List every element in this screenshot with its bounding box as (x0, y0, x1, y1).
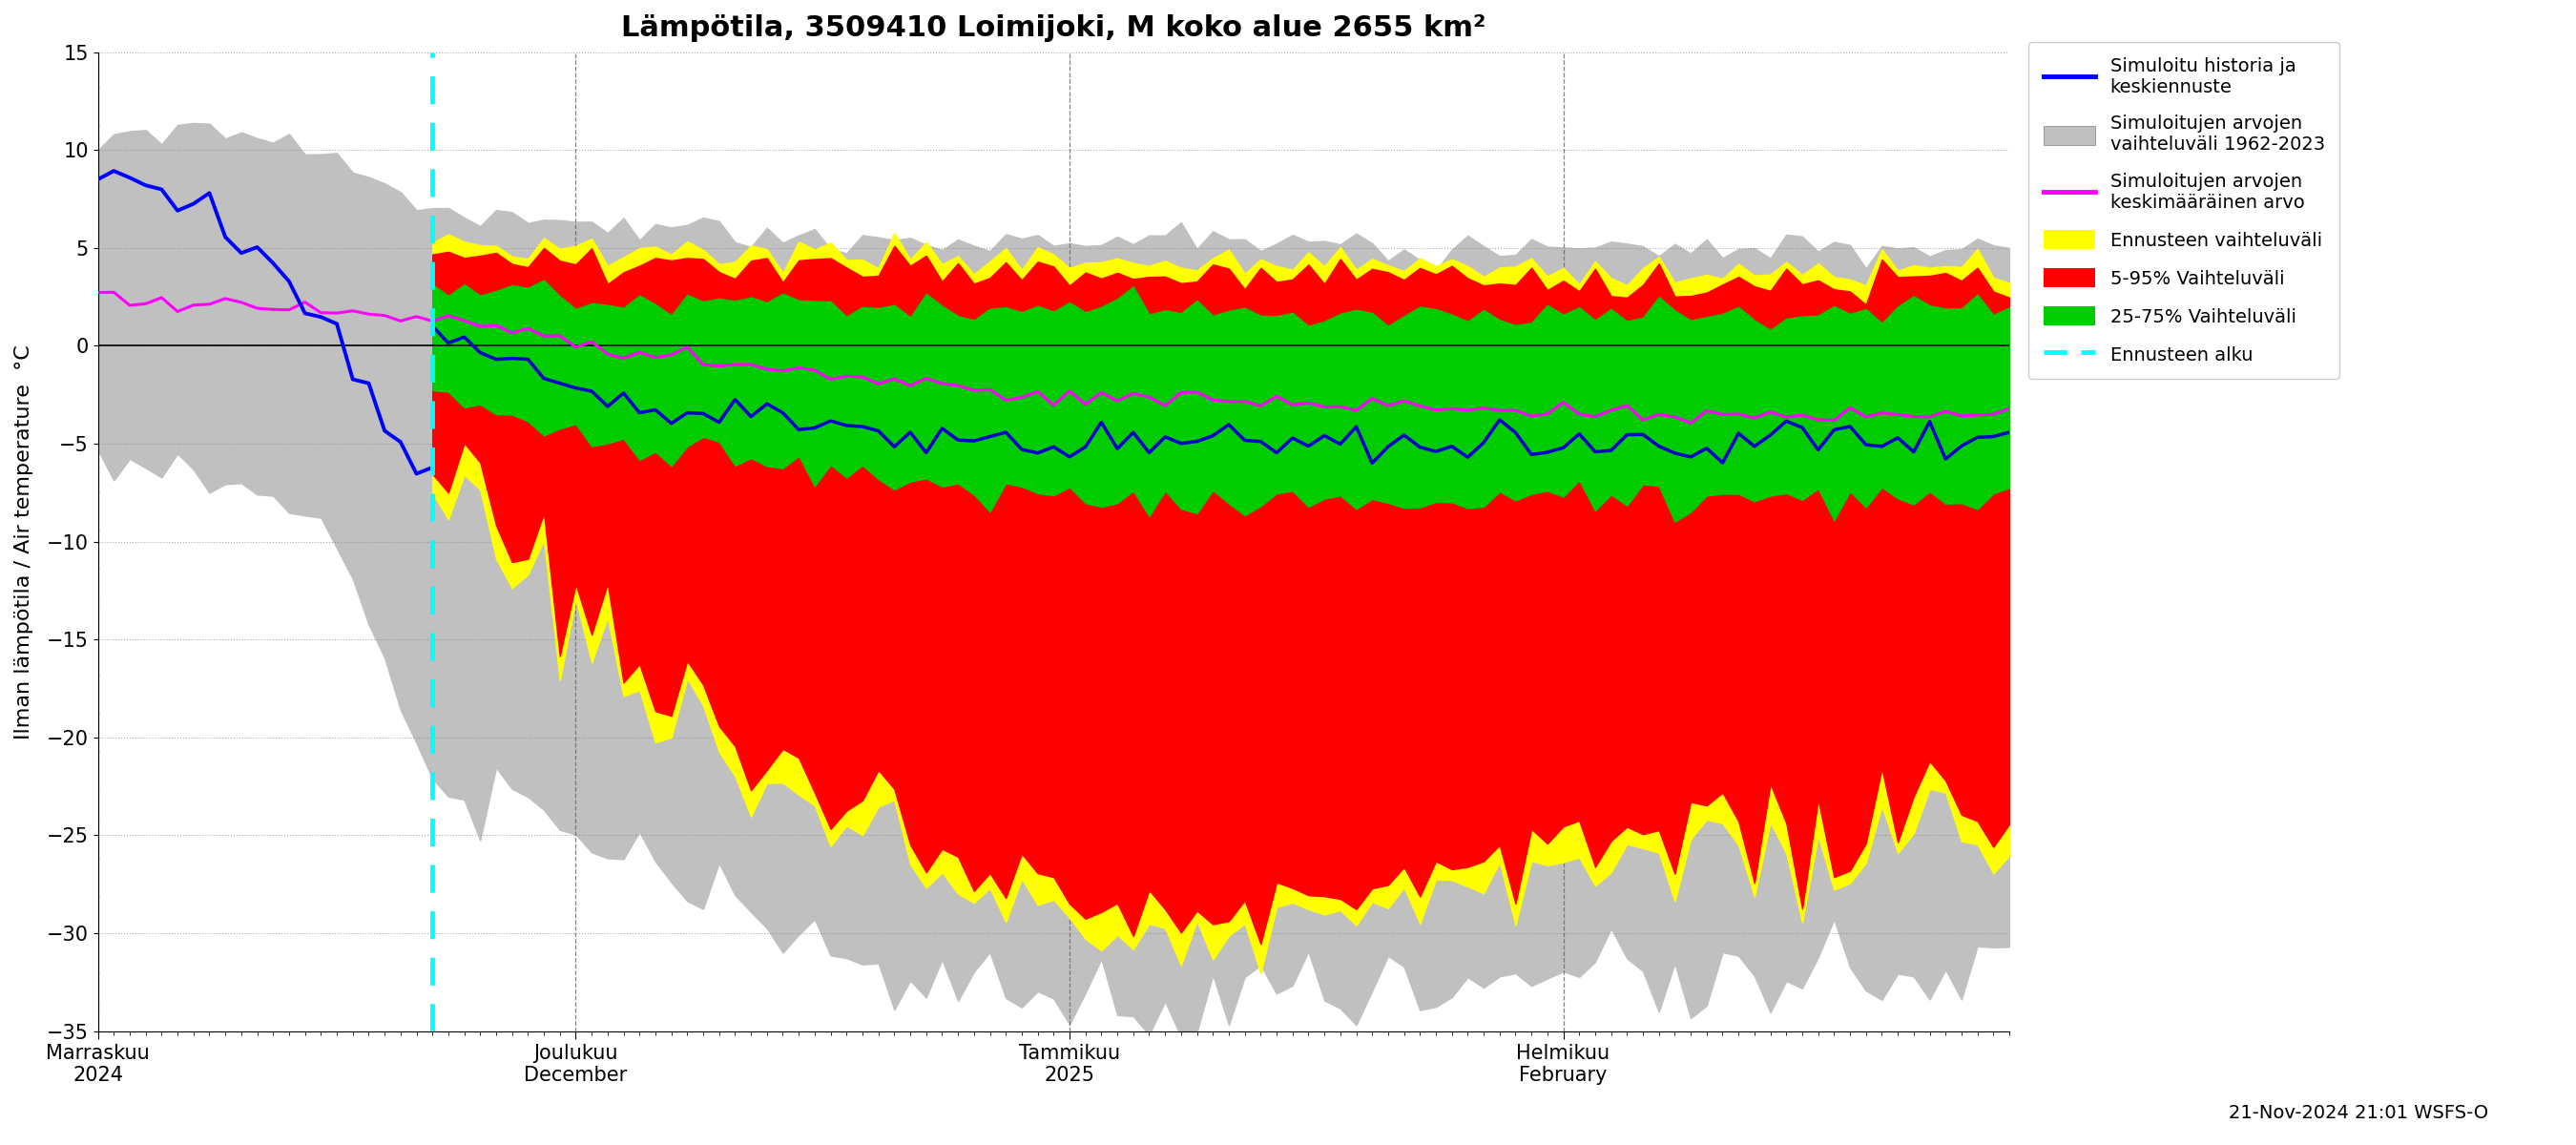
Title: Lämpötila, 3509410 Loimijoki, M koko alue 2655 km²: Lämpötila, 3509410 Loimijoki, M koko alu… (621, 14, 1486, 42)
Text: 21-Nov-2024 21:01 WSFS-O: 21-Nov-2024 21:01 WSFS-O (2228, 1104, 2488, 1122)
Y-axis label: Ilman lämpötila / Air temperature  °C: Ilman lämpötila / Air temperature °C (15, 345, 33, 739)
Legend: Simuloitu historia ja
keskiennuste, Simuloitujen arvojen
vaihteluväli 1962-2023,: Simuloitu historia ja keskiennuste, Simu… (2027, 42, 2339, 379)
